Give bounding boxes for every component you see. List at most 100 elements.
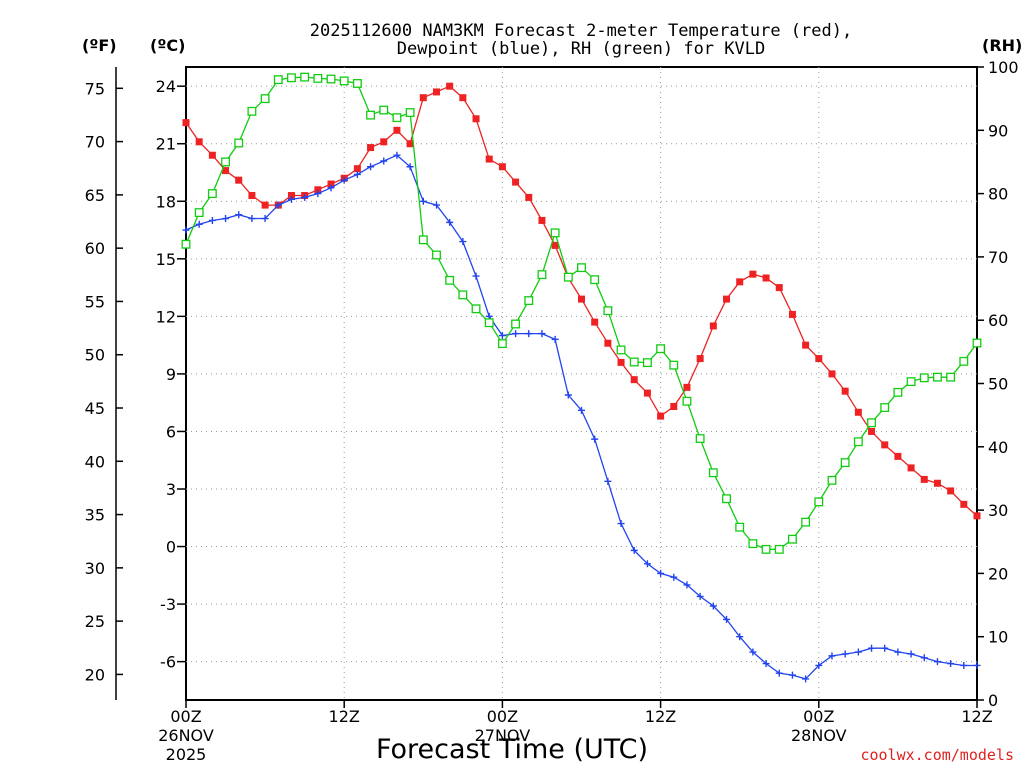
temperature-point [736, 278, 744, 286]
temperature-point [235, 176, 243, 184]
dewpoint-point [538, 330, 546, 338]
x-tick-label: 12Z [961, 707, 992, 726]
dewpoint-point [222, 215, 230, 223]
rh-point [827, 475, 837, 485]
x-tick-date-label: 28NOV [791, 726, 847, 745]
fahrenheit-tick-label: 65 [85, 186, 105, 205]
dewpoint-point [762, 660, 770, 668]
temperature-point [406, 140, 414, 148]
fahrenheit-tick-label: 35 [85, 506, 105, 525]
data-series [181, 72, 982, 683]
dewpoint-point [261, 215, 269, 223]
credit-text: coolwx.com/models [860, 746, 1014, 764]
rh-point [774, 544, 784, 554]
rh-point [603, 306, 613, 316]
x-tick-label: 12Z [329, 707, 360, 726]
dewpoint-point [406, 163, 414, 171]
temperature-point [446, 82, 454, 90]
rh-tick-label: 0 [988, 691, 998, 710]
rh-point [287, 73, 296, 83]
temperature-point [696, 355, 704, 363]
temperature-point [894, 452, 902, 460]
dewpoint-point [472, 272, 480, 280]
rh-point [247, 106, 257, 116]
temperature-point [643, 389, 651, 397]
rh-point [761, 544, 771, 554]
rh-point [207, 189, 217, 199]
dewpoint-point [617, 520, 625, 528]
rh-point [524, 296, 534, 306]
x-tick-label: 12Z [645, 707, 676, 726]
dewpoint-point [446, 218, 454, 226]
fahrenheit-tick-label: 45 [85, 399, 105, 418]
dewpoint-point [604, 477, 612, 485]
temperature-point [591, 318, 599, 326]
rh-point [260, 94, 270, 104]
rh-point [418, 235, 428, 245]
rh-point [972, 338, 982, 348]
plot-frame [185, 66, 978, 701]
dewpoint-point [512, 330, 520, 338]
celsius-tick-label: -6 [160, 653, 176, 672]
rh-point [787, 534, 797, 544]
temperature-point [709, 322, 717, 330]
rh-point [814, 497, 824, 507]
dewpoint-line [185, 154, 977, 680]
temperature-point [630, 376, 638, 384]
rh-point [511, 319, 521, 329]
dewpoint-point [340, 176, 348, 184]
dewpoint-point [327, 184, 335, 192]
rh-point [563, 272, 573, 282]
rh-point [933, 372, 942, 382]
rh-point [959, 356, 969, 366]
x-tick-label: 00Z [170, 707, 201, 726]
dewpoint-point [248, 215, 256, 223]
temperature-point [920, 475, 928, 483]
temperature-point [459, 94, 467, 102]
rh-point [392, 113, 402, 123]
rh-tick-label: 10 [988, 628, 1008, 647]
temperature-point [578, 295, 585, 303]
rh-tick-label: 90 [988, 121, 1008, 140]
temperature-point [973, 512, 981, 520]
rh-point [867, 418, 876, 428]
rh-point [537, 270, 547, 280]
temperature-point [617, 358, 625, 366]
dewpoint-point [274, 201, 282, 209]
dewpoint-point [657, 569, 665, 577]
dewpoint-point [920, 654, 928, 662]
dewpoint-point [459, 238, 467, 246]
rh-point [432, 250, 441, 260]
rh-point [642, 358, 652, 368]
dewpoint-point [841, 650, 849, 658]
x-tick-date-label: 27NOV [475, 726, 531, 745]
celsius-tick-label: 12 [156, 307, 176, 326]
temperature-point [551, 241, 559, 249]
rh-point [840, 458, 850, 468]
fahrenheit-tick-label: 40 [85, 452, 105, 471]
rh-point [550, 228, 560, 238]
fahrenheit-tick-label: 70 [85, 133, 105, 152]
temperature-point [815, 355, 823, 363]
dewpoint-point [683, 581, 691, 589]
temperature-point [195, 138, 203, 146]
temperature-point [367, 144, 375, 152]
rh-point [735, 522, 745, 532]
fahrenheit-axis-unit-label: (ºF) [82, 36, 117, 55]
temperature-point [749, 270, 757, 278]
dewpoint-point [301, 193, 309, 201]
celsius-tick-label: 0 [166, 538, 176, 557]
rh-point [629, 357, 639, 367]
fahrenheit-tick-label: 75 [85, 79, 105, 98]
temperature-point [380, 138, 388, 146]
x-tick-date-label: 26NOV [158, 726, 214, 745]
rh-point [379, 105, 389, 115]
temperature-point [353, 165, 361, 173]
rh-point [339, 76, 349, 86]
rh-point [366, 110, 376, 120]
dewpoint-point [775, 669, 783, 677]
dewpoint-point [933, 658, 941, 666]
rh-point [221, 157, 230, 167]
temperature-point [327, 180, 335, 188]
